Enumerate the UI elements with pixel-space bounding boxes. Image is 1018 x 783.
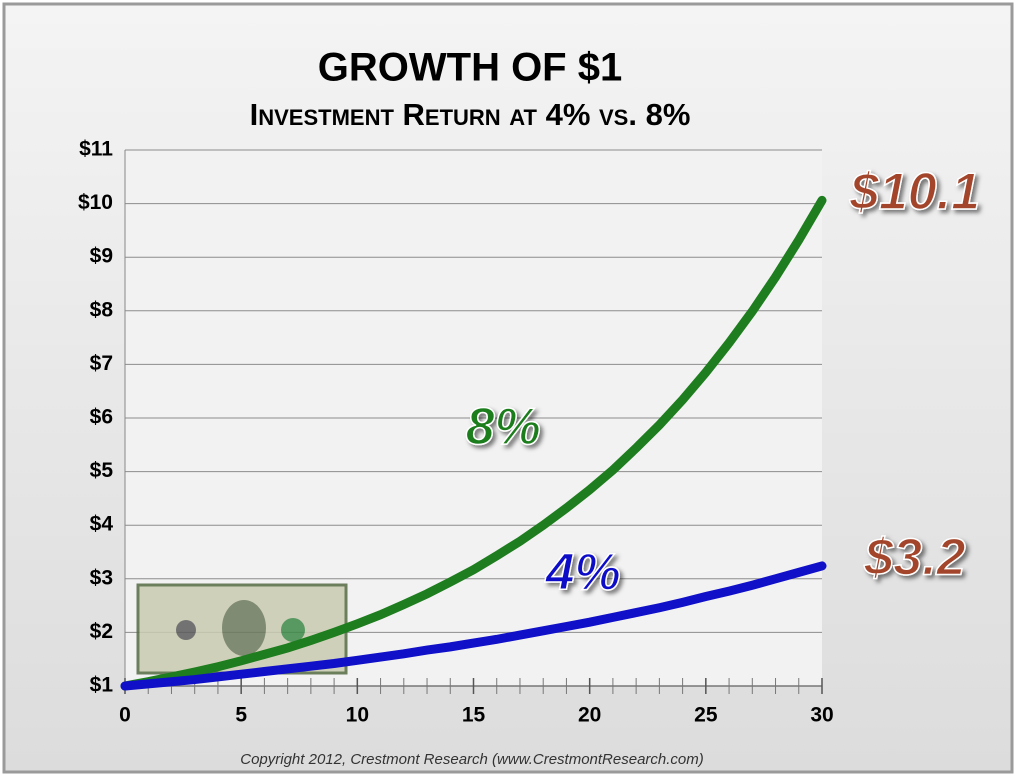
x-tick-label: 10 [346, 704, 369, 727]
x-tick-label: 0 [119, 704, 131, 727]
bill-seal-left [176, 620, 196, 640]
bill-portrait [222, 600, 266, 656]
chart-subtitle: Investment Return at 4% vs. 8% [250, 97, 691, 132]
series-label: 8% [466, 398, 541, 456]
end-value-label: $10.1 [849, 163, 980, 221]
y-tick-label: $4 [90, 513, 114, 536]
y-tick-label: $10 [78, 191, 113, 214]
y-tick-label: $2 [90, 620, 113, 643]
y-tick-label: $7 [90, 352, 113, 375]
chart-title: GROWTH OF $1 [318, 46, 622, 90]
x-tick-label: 30 [810, 704, 833, 727]
footnote: Copyright 2012, Crestmont Research (www.… [240, 751, 704, 768]
y-tick-label: $9 [90, 245, 113, 268]
x-tick-label: 25 [694, 704, 718, 727]
chart: GROWTH OF $1 Investment Return at 4% vs.… [0, 0, 1018, 778]
y-tick-label: $3 [90, 566, 113, 589]
series-label: 4% [545, 544, 621, 602]
bill-seal [281, 618, 305, 642]
x-tick-label: 20 [578, 704, 601, 727]
y-tick-label: $11 [79, 138, 113, 161]
x-tick-label: 5 [235, 704, 247, 727]
y-tick-label: $5 [90, 459, 114, 482]
y-tick-label: $6 [90, 406, 113, 429]
x-tick-label: 15 [462, 704, 486, 727]
y-tick-label: $1 [90, 674, 114, 697]
end-value-label: $3.2 [863, 529, 965, 587]
y-tick-label: $8 [90, 298, 114, 321]
